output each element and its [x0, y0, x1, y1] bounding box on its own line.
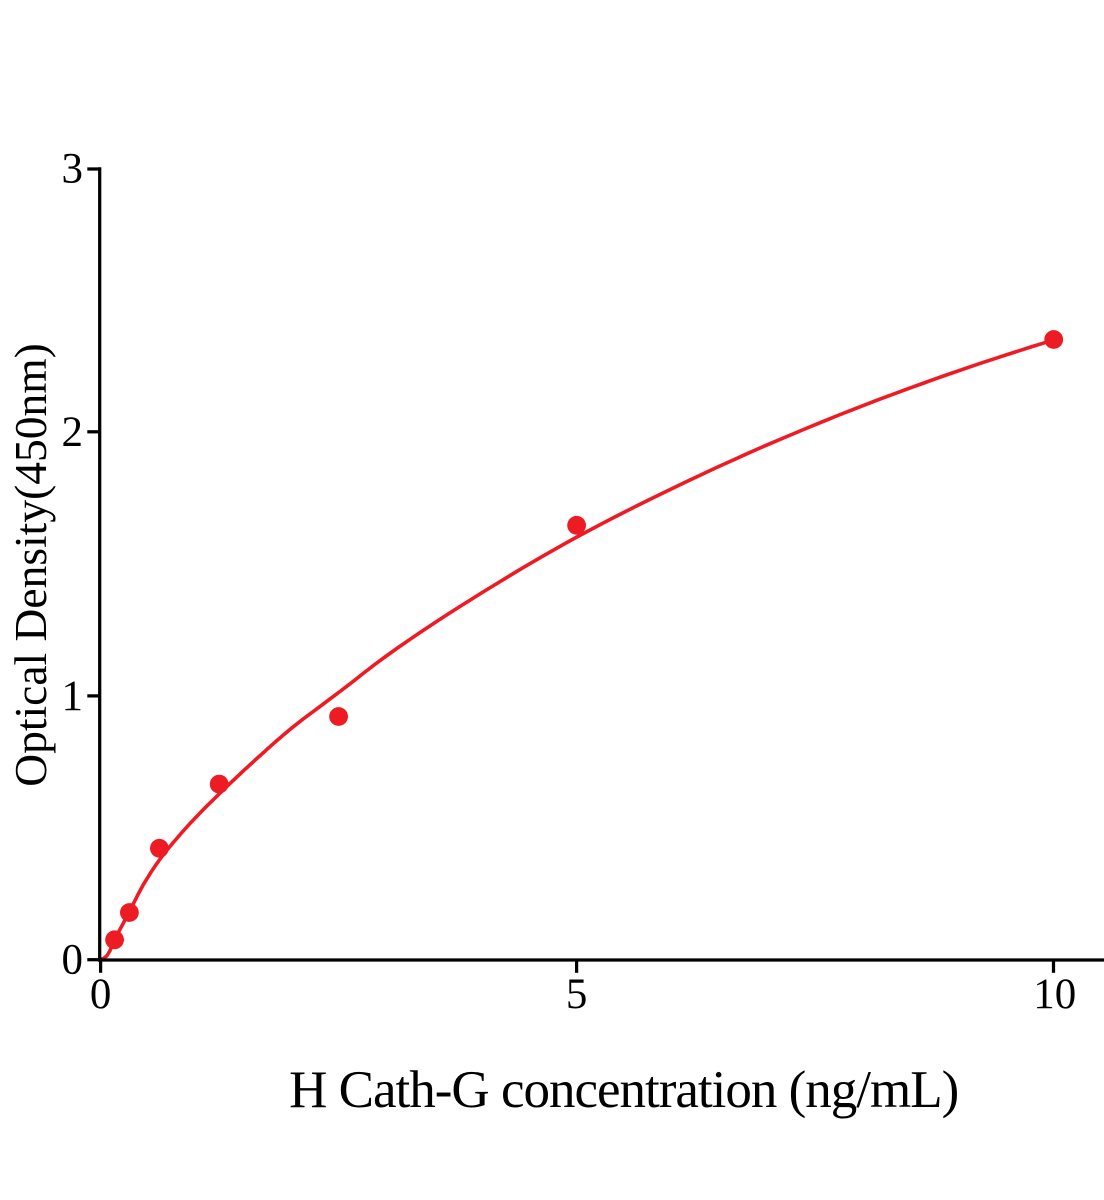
svg-text:3: 3 [62, 145, 84, 192]
svg-text:5: 5 [566, 971, 588, 1018]
svg-text:1: 1 [62, 673, 84, 720]
svg-text:Optical Density(450nm): Optical Density(450nm) [5, 343, 56, 787]
svg-text:0: 0 [62, 937, 84, 984]
svg-text:10: 10 [1033, 971, 1076, 1018]
svg-text:2: 2 [62, 409, 84, 456]
svg-text:H Cath-G concentration (ng/mL): H Cath-G concentration (ng/mL) [289, 1061, 958, 1119]
svg-text:0: 0 [90, 971, 112, 1018]
